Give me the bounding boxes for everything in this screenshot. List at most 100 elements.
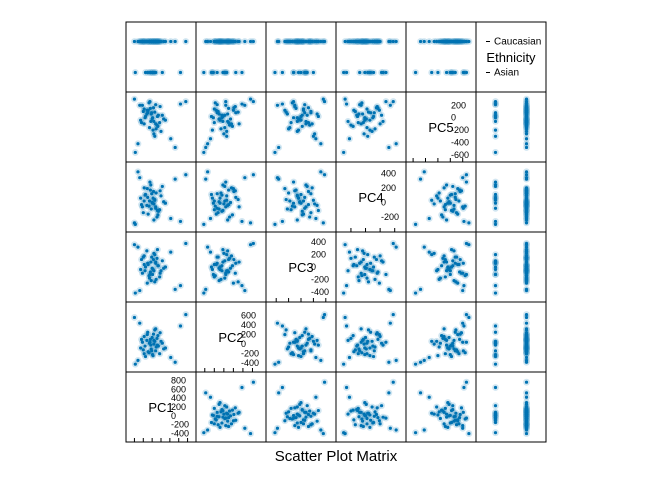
- data-point: [373, 277, 377, 281]
- data-point: [368, 118, 372, 122]
- data-point: [462, 324, 466, 328]
- data-point: [427, 250, 431, 254]
- data-point: [493, 99, 498, 104]
- data-point: [388, 103, 392, 107]
- data-point: [240, 70, 244, 75]
- data-point: [304, 119, 308, 124]
- data-point: [237, 410, 241, 414]
- data-point: [293, 424, 297, 428]
- data-point: [461, 39, 465, 44]
- data-point: [158, 121, 162, 125]
- data-point: [220, 269, 224, 273]
- data-point: [467, 39, 471, 44]
- data-point: [458, 257, 462, 262]
- data-point: [493, 354, 498, 358]
- data-point: [344, 385, 349, 390]
- data-point: [372, 39, 376, 44]
- data-point: [148, 270, 152, 274]
- tick-label: 200: [311, 250, 326, 260]
- data-point: [418, 39, 423, 44]
- data-point: [277, 391, 281, 395]
- data-point: [344, 324, 349, 328]
- data-point: [413, 431, 418, 435]
- data-point: [151, 257, 156, 262]
- data-point: [458, 416, 462, 420]
- diagonal-label-pc4: PC4: [358, 190, 383, 205]
- tick-label: 0: [381, 197, 386, 207]
- data-point: [524, 431, 529, 436]
- data-point: [387, 145, 391, 150]
- data-point: [222, 251, 226, 255]
- data-point: [273, 362, 277, 366]
- data-point: [524, 114, 529, 119]
- data-point: [222, 132, 226, 136]
- tick-label: -400: [241, 358, 259, 368]
- diagonal-label-pc3: PC3: [288, 260, 313, 275]
- data-point: [459, 271, 464, 275]
- tick-label: Asian: [494, 68, 519, 79]
- data-point: [248, 97, 253, 101]
- data-point: [319, 170, 323, 174]
- data-point: [231, 281, 235, 285]
- data-point: [223, 276, 227, 280]
- data-point: [285, 347, 289, 351]
- data-point: [227, 215, 232, 219]
- data-point: [384, 70, 388, 75]
- data-point: [524, 111, 529, 115]
- data-point: [360, 351, 364, 355]
- data-point: [154, 122, 158, 126]
- data-point: [524, 422, 529, 426]
- data-point: [322, 173, 327, 177]
- data-point: [436, 354, 440, 358]
- data-point: [139, 267, 143, 272]
- data-point: [346, 338, 350, 342]
- data-point: [443, 257, 447, 262]
- data-point: [217, 279, 221, 283]
- data-point: [365, 352, 369, 356]
- data-point: [212, 39, 216, 44]
- data-point: [143, 344, 147, 348]
- data-point: [142, 39, 146, 44]
- data-point: [432, 342, 436, 346]
- data-point: [178, 284, 183, 288]
- data-point: [224, 180, 228, 184]
- data-point: [449, 343, 454, 347]
- data-point: [154, 327, 158, 331]
- data-point: [457, 422, 461, 426]
- data-point: [233, 104, 237, 109]
- data-point: [464, 180, 469, 184]
- data-point: [321, 39, 325, 44]
- data-point: [357, 347, 361, 351]
- data-point: [436, 196, 440, 200]
- data-point: [169, 216, 173, 221]
- data-point: [353, 39, 357, 44]
- data-point: [221, 248, 225, 252]
- data-point: [462, 219, 466, 224]
- data-point: [251, 173, 256, 177]
- data-point: [150, 335, 154, 340]
- data-point: [456, 419, 460, 423]
- data-point: [376, 337, 380, 341]
- data-point: [315, 112, 319, 116]
- data-point: [438, 341, 442, 345]
- data-point: [459, 406, 464, 410]
- data-point: [212, 199, 216, 203]
- data-point: [284, 411, 288, 415]
- data-point: [461, 426, 465, 430]
- data-point: [444, 415, 449, 419]
- data-point: [377, 419, 381, 423]
- data-point: [493, 265, 498, 269]
- data-point: [223, 259, 227, 263]
- data-point: [391, 380, 395, 384]
- data-point: [143, 269, 147, 273]
- data-point: [160, 341, 164, 345]
- data-point: [226, 249, 230, 253]
- data-point: [309, 423, 313, 427]
- data-point: [375, 271, 379, 275]
- data-point: [432, 251, 436, 255]
- data-point: [204, 145, 208, 150]
- data-point: [379, 341, 384, 345]
- data-point: [355, 114, 360, 119]
- data-point: [375, 104, 379, 109]
